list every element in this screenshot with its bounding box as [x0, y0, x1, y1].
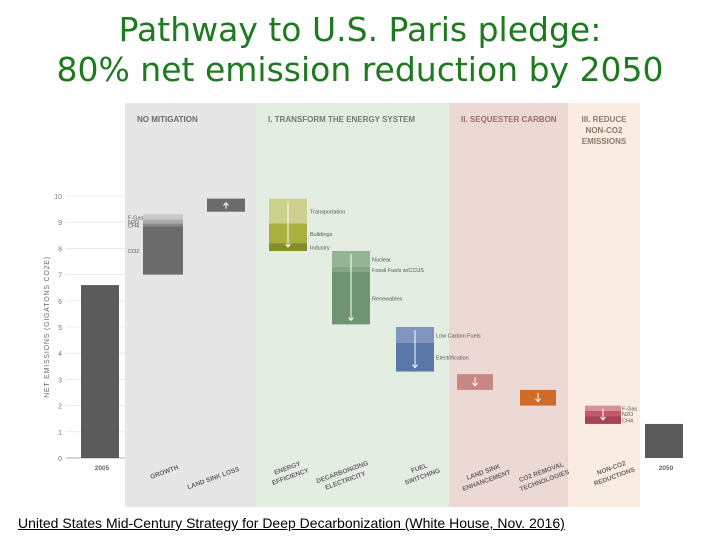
segment-label: Low Carbon Fuels	[436, 333, 481, 339]
panel-label-4: EMISSIONS	[582, 137, 627, 146]
bar-label-2050: 2050	[659, 465, 674, 472]
arrowhead-land-sink-loss	[223, 201, 229, 206]
segment-label: Industry	[310, 246, 330, 252]
chart-title: Pathway to U.S. Paris pledge: 80% net em…	[0, 10, 720, 90]
bar-2050	[645, 423, 683, 458]
panel-label-4: III. REDUCE	[582, 115, 628, 124]
y-tick-label: 8	[58, 246, 62, 253]
arrowhead-fuel-switching	[412, 364, 418, 369]
panel-4	[568, 103, 640, 507]
source-link[interactable]: United States Mid-Century Strategy for D…	[18, 515, 565, 531]
panel-3	[449, 103, 568, 507]
y-tick-label: 10	[54, 194, 62, 201]
bar-2005	[81, 285, 119, 458]
bar-segment-growth	[143, 214, 183, 220]
segment-label: Fossil Fuels w/CCUS	[372, 268, 424, 274]
y-tick-label: 7	[58, 273, 62, 280]
y-tick-label: 2	[58, 404, 62, 411]
bar-segment-non-co2-reductions	[585, 405, 621, 411]
y-tick-label: 5	[58, 325, 62, 332]
y-tick-label: 4	[58, 351, 62, 358]
bar-segment-growth	[143, 219, 183, 224]
segment-label: Renewables	[372, 297, 403, 303]
y-tick-label: 0	[58, 456, 62, 463]
arrowhead-co2-removal	[535, 398, 541, 403]
panel-label-2: I. TRANSFORM THE ENERGY SYSTEM	[268, 115, 415, 124]
segment-label: Electrification	[436, 356, 469, 362]
bar-segment-growth	[143, 226, 183, 275]
panel-1	[125, 103, 256, 507]
arrowhead-decarbonizing-electricity	[348, 317, 354, 322]
segment-label: CO2	[128, 249, 139, 255]
segment-label: Nuclear	[372, 257, 391, 263]
panel-label-1: NO MITIGATION	[137, 115, 198, 124]
bar-segment-growth	[143, 223, 183, 227]
title-line-2: 80% net emission reduction by 2050	[56, 50, 664, 89]
panel-label-3: II. SEQUESTER CARBON	[461, 115, 557, 124]
segment-label: Buildings	[310, 232, 333, 238]
segment-label: N2O	[128, 220, 140, 226]
segment-label: F-Gas	[128, 215, 144, 221]
segment-label: CH4	[622, 419, 633, 425]
y-tick-label: 6	[58, 299, 62, 306]
y-tick-label: 3	[58, 377, 62, 384]
panel-label-4: NON-CO2	[586, 126, 623, 135]
title-line-1: Pathway to U.S. Paris pledge:	[118, 10, 602, 49]
segment-label: Transportation	[310, 210, 345, 216]
y-tick-label: 1	[58, 430, 62, 437]
bar-label-2005: 2005	[95, 465, 110, 472]
segment-label: F-Gas	[622, 407, 638, 413]
segment-label: N2O	[622, 412, 634, 418]
arrowhead-non-co2-reductions	[600, 416, 606, 421]
y-tick-label: 9	[58, 220, 62, 227]
arrowhead-energy-efficiency	[285, 243, 291, 248]
segment-label: CH4	[128, 223, 139, 229]
y-axis-label: NET EMISSIONS (GIGATONS CO2E)	[44, 256, 51, 398]
arrowhead-land-sink-enhancement	[472, 382, 478, 387]
